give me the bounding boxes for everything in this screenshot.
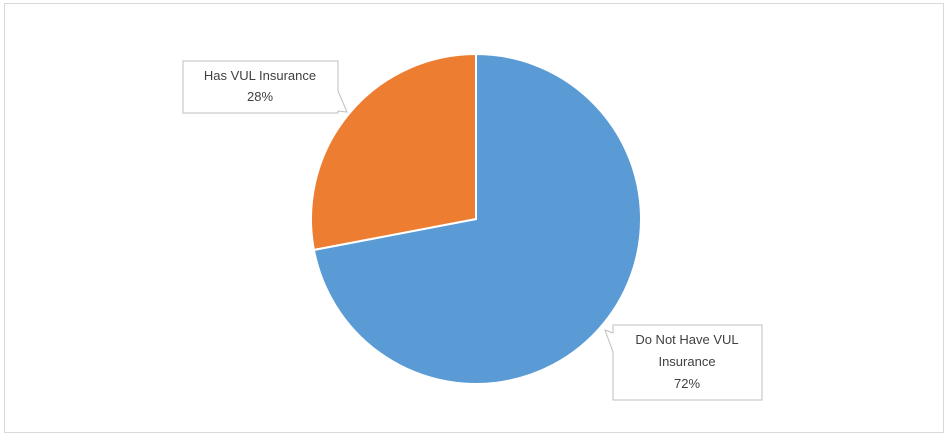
callout-box-do-not-have-vul [604,324,763,401]
label-do-not-have-line1: Do Not Have VUL [635,332,738,347]
data-label-do-not-have-vul: Do Not Have VUL Insurance 72% [604,324,763,401]
pie-slice-do-not-have-vul-insurance [312,52,642,385]
data-label-has-vul: Has VUL Insurance 28% [182,60,348,114]
label-has-vul-name: Has VUL Insurance [204,68,316,83]
pie-slice-has-vul-insurance [310,52,477,252]
label-has-vul-percent: 28% [247,89,273,104]
pie-slices [310,52,642,385]
label-do-not-have-percent: 72% [674,376,700,391]
callout-box-has-vul [182,60,348,114]
label-do-not-have-line2: Insurance [658,354,715,369]
